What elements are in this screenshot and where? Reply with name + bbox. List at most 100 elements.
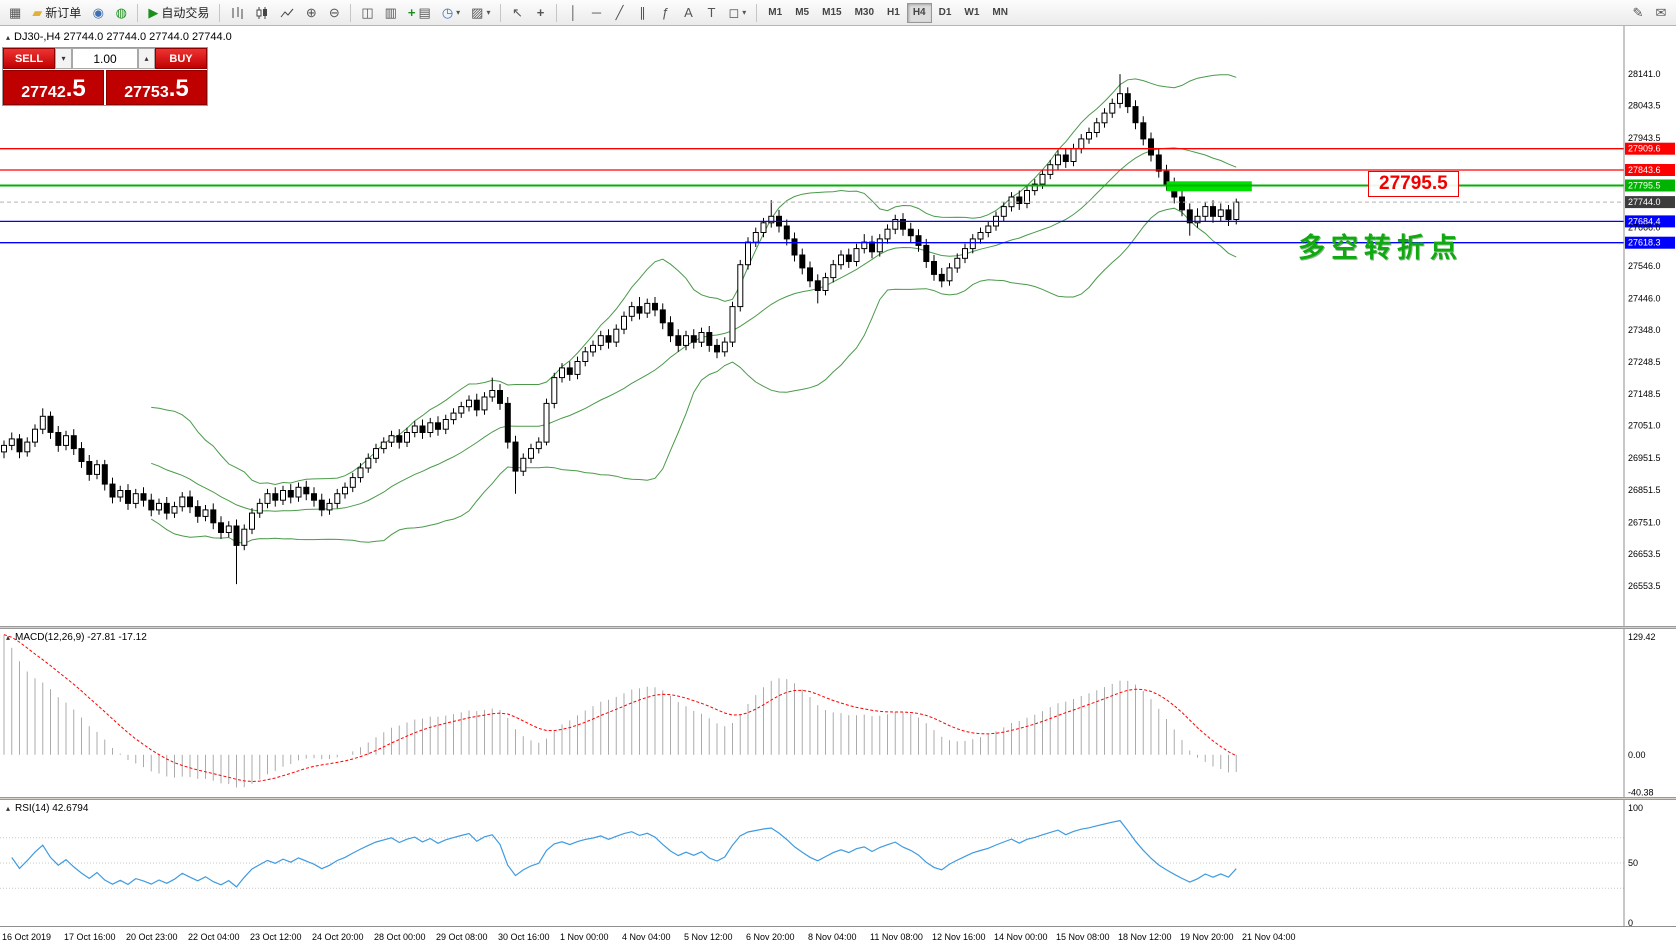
timeframe-m15-button[interactable]: M15	[816, 3, 847, 23]
fibonacci-tool-button[interactable]: ƒ	[654, 2, 676, 24]
timeframe-mn-button[interactable]: MN	[986, 3, 1014, 23]
svg-text:27618.3: 27618.3	[1628, 238, 1661, 248]
new-order-button[interactable]: ▰ 新订单	[27, 2, 86, 24]
trendline-tool-button[interactable]: ╱	[608, 2, 630, 24]
plus-icon: +	[407, 5, 416, 20]
time-axis-label: 23 Oct 12:00	[250, 932, 302, 942]
shapes-dropdown-button[interactable]: ◻ ▾	[723, 2, 751, 24]
zoom-out-button[interactable]: ⊖	[323, 2, 345, 24]
price-callout-label[interactable]: 27795.5	[1368, 171, 1459, 197]
time-axis[interactable]: 16 Oct 2019 17 Oct 16:00 20 Oct 23:00 22 Oc…	[0, 926, 1676, 948]
sell-price-frac: .5	[65, 75, 86, 102]
timeframe-m30-button[interactable]: M30	[849, 3, 880, 23]
community-button[interactable]: ◉	[87, 2, 109, 24]
sell-button[interactable]: SELL	[3, 48, 55, 69]
macd-collapse-arrow-icon[interactable]: ▴	[6, 633, 11, 642]
auto-trading-label: 自动交易	[161, 6, 210, 20]
vertical-line-tool-button[interactable]: │	[562, 2, 584, 24]
timeframe-toolbar: M1 M5 M15 M30 H1 H4 D1 W1 MN	[762, 2, 1014, 23]
chevron-down-icon: ▾	[486, 7, 491, 17]
main-chart-pane: 28141.0 28043.5 27943.5 27909.6 27843.6 27795…	[0, 26, 1676, 626]
auto-trading-button[interactable]: ▶ 自动交易	[143, 2, 214, 24]
volume-decrease-button[interactable]: ▾	[55, 48, 72, 69]
svg-text:27248.5: 27248.5	[1628, 357, 1661, 367]
timeframe-h1-button[interactable]: H1	[881, 3, 906, 23]
text-tool-icon: A	[684, 5, 693, 20]
templates-button[interactable]: ▨ ▾	[466, 2, 495, 24]
tile-windows-icon: ◫	[361, 5, 374, 20]
buy-price-frac: .5	[168, 75, 189, 102]
sell-price[interactable]: 27742.5	[3, 70, 104, 105]
new-order-label: 新订单	[45, 6, 82, 20]
new-chart-button[interactable]: ▦	[4, 2, 26, 24]
zoom-in-button[interactable]: ⊕	[300, 2, 322, 24]
svg-text:26653.5: 26653.5	[1628, 549, 1661, 559]
line-chart-button[interactable]	[275, 2, 299, 24]
vertical-line-icon: │	[569, 5, 578, 20]
zoom-out-icon: ⊖	[328, 5, 340, 20]
buy-price[interactable]: 27753.5	[106, 70, 207, 105]
text-tool-button[interactable]: A	[677, 2, 699, 24]
timeframe-m1-button[interactable]: M1	[762, 3, 788, 23]
chevron-down-icon: ▾	[456, 7, 461, 17]
svg-text:27148.5: 27148.5	[1628, 389, 1661, 399]
one-click-collapse-arrow-icon[interactable]: ▴	[6, 32, 11, 42]
timeframe-h4-button[interactable]: H4	[906, 2, 932, 23]
candlestick-button[interactable]	[250, 2, 274, 24]
add-indicator-button[interactable]: + ▤	[403, 2, 436, 24]
toolbar-separator	[137, 3, 139, 22]
time-axis-label: 14 Nov 00:00	[994, 932, 1048, 942]
horizontal-line-tool-button[interactable]: ─	[585, 2, 607, 24]
trade-panel-top-row: SELL ▾ ▴ BUY	[3, 48, 207, 69]
timeframe-d1-button[interactable]: D1	[933, 3, 958, 23]
macd-label-text: MACD(12,26,9) -27.81 -17.12	[15, 632, 147, 643]
label-tool-button[interactable]: T	[700, 2, 722, 24]
pane-splitter[interactable]	[0, 626, 1676, 629]
arrange-windows-button[interactable]: ▥	[380, 2, 402, 24]
pane-splitter[interactable]	[0, 797, 1676, 800]
timeframe-m5-button[interactable]: M5	[789, 3, 815, 23]
ohlc-bars-button[interactable]	[225, 2, 249, 24]
main-toolbar: ▦ ▰ 新订单 ◉ ◍ ▶ 自动交易 ⊕ ⊖ ◫ ▥ + ▤ ◷ ▾ ▨ ▾ ↖ + │ …	[0, 0, 1676, 26]
time-axis-label: 20 Oct 23:00	[126, 932, 178, 942]
ohlc-bars-icon	[232, 6, 243, 19]
volume-increase-button[interactable]: ▴	[138, 48, 155, 69]
zoom-in-icon: ⊕	[305, 5, 317, 20]
chart-window: 28141.0 28043.5 27943.5 27909.6 27843.6 27795…	[0, 26, 1676, 948]
rsi-collapse-arrow-icon[interactable]: ▴	[6, 804, 11, 813]
time-axis-label: 15 Nov 08:00	[1056, 932, 1110, 942]
volume-input[interactable]	[72, 48, 138, 69]
svg-text:27446.0: 27446.0	[1628, 293, 1661, 303]
svg-text:27744.0: 27744.0	[1628, 197, 1661, 207]
channel-tool-button[interactable]: ∥	[631, 2, 653, 24]
mail-button[interactable]: ✉	[1650, 2, 1672, 24]
svg-text:27348.0: 27348.0	[1628, 325, 1661, 335]
tile-windows-button[interactable]: ◫	[356, 2, 378, 24]
timeframe-w1-button[interactable]: W1	[958, 3, 985, 23]
rsi-label: ▴ RSI(14) 42.6794	[6, 803, 88, 814]
cursor-tool-button[interactable]: ↖	[506, 2, 528, 24]
edit-button[interactable]: ✎	[1627, 2, 1649, 24]
toolbar-separator	[500, 3, 502, 22]
pencil-icon: ✎	[1632, 5, 1644, 20]
macd-canvas[interactable]: 129.42 0.00 -40.38	[0, 629, 1676, 797]
rsi-canvas[interactable]: 100 50 0	[0, 800, 1676, 926]
svg-text:28141.0: 28141.0	[1628, 69, 1661, 79]
svg-text:28043.5: 28043.5	[1628, 101, 1661, 111]
turning-point-annotation[interactable]: 多空转折点	[1298, 233, 1463, 263]
label-tool-icon: T	[707, 5, 716, 20]
toolbar-separator	[756, 3, 758, 22]
svg-text:0.00: 0.00	[1628, 750, 1646, 760]
crosshair-tool-button[interactable]: +	[529, 2, 551, 24]
support-button[interactable]: ◍	[110, 2, 132, 24]
svg-text:0: 0	[1628, 918, 1633, 926]
svg-text:27546.0: 27546.0	[1628, 261, 1661, 271]
new-order-icon: ▰	[32, 5, 43, 20]
channel-icon: ∥	[639, 5, 646, 20]
macd-label: ▴ MACD(12,26,9) -27.81 -17.12	[6, 632, 147, 643]
svg-text:27909.6: 27909.6	[1628, 144, 1661, 154]
chevron-down-icon: ▾	[742, 7, 747, 17]
buy-button[interactable]: BUY	[155, 48, 207, 69]
period-button[interactable]: ◷ ▾	[437, 2, 465, 24]
